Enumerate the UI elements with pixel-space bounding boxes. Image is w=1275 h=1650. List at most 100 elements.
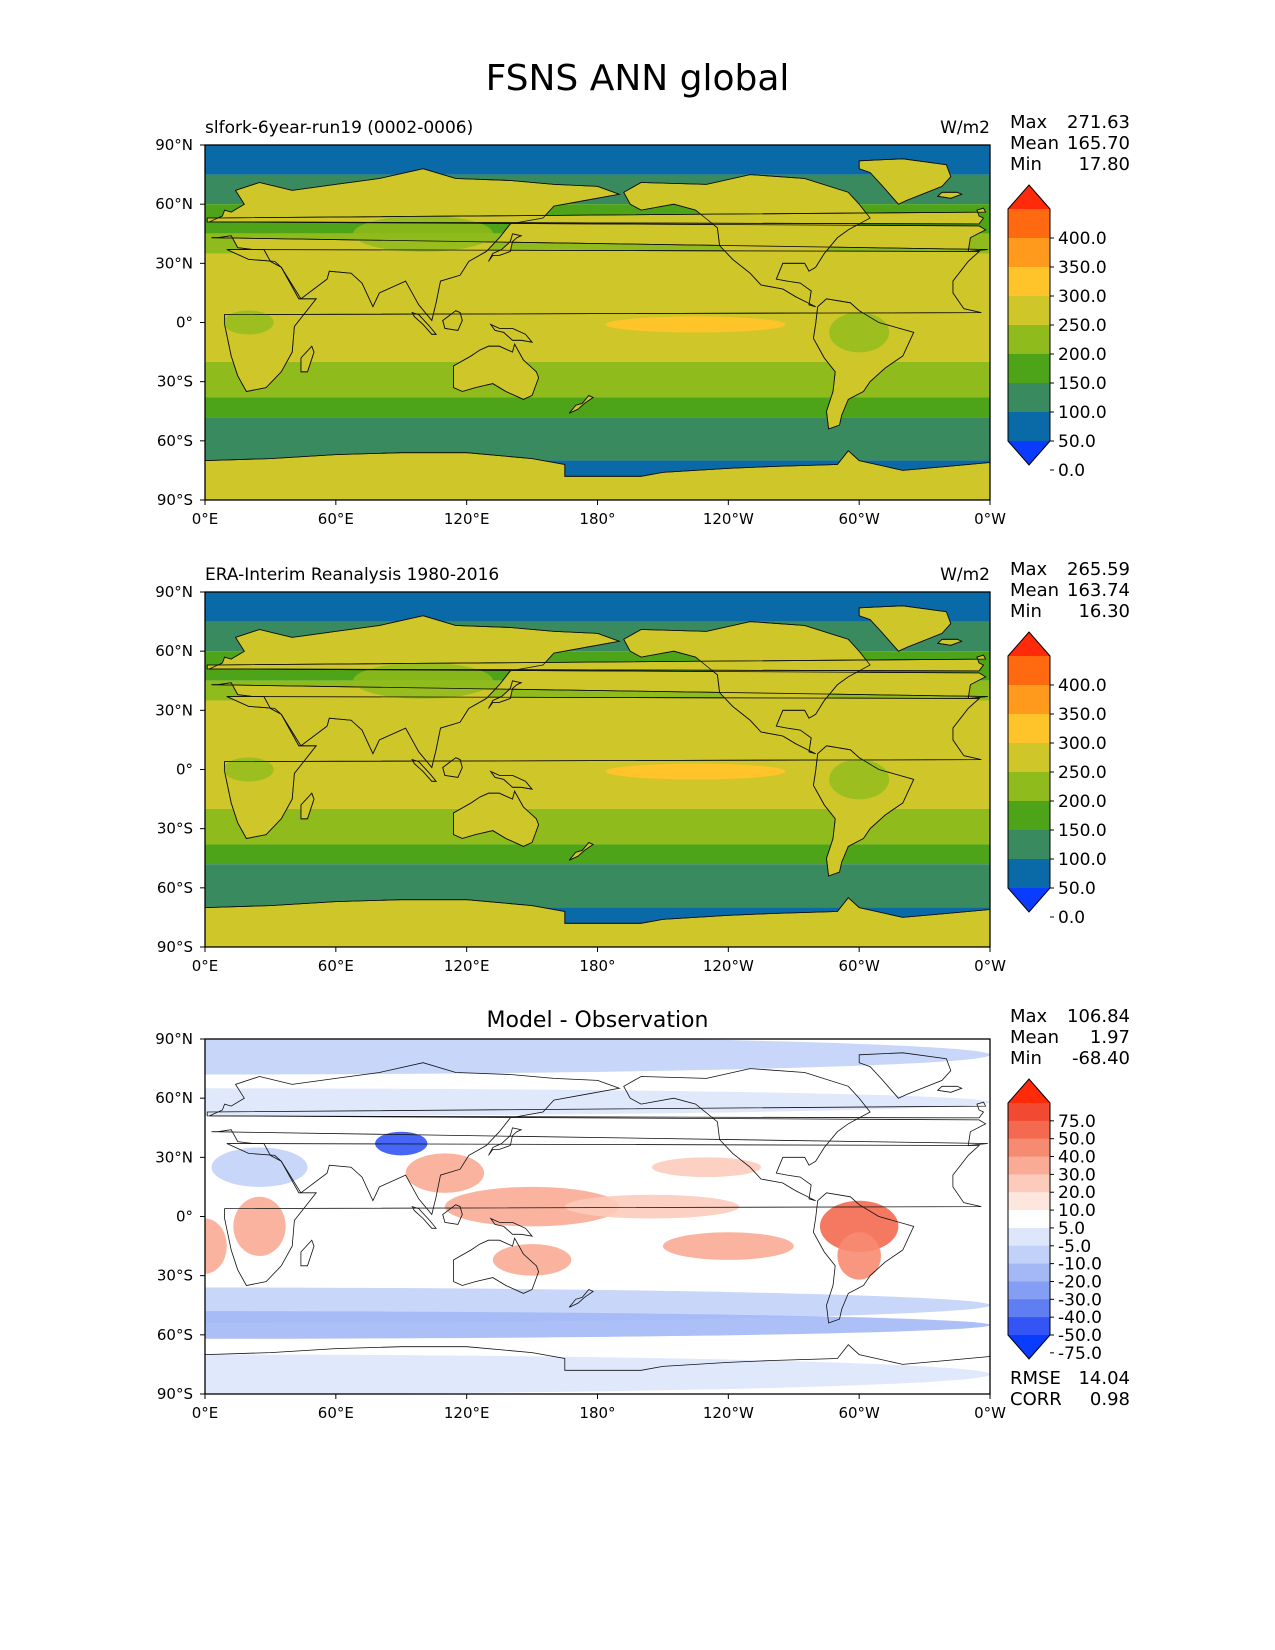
coastline-eurasia [209,1062,988,1216]
coastline-sumatra [411,758,437,782]
colorbar-label: 50.0 [1058,1130,1096,1150]
land-south-america [28,746,128,876]
anomaly-region [662,1232,794,1260]
colorbar-segment [1008,238,1050,268]
panel-title: Model - Observation [487,1008,709,1033]
metric-value: 0.98 [1090,1389,1130,1410]
coastline-north-america [623,174,871,308]
coastline-uk [206,1101,987,1119]
coastline-africa [224,1143,982,1286]
stat-value: 17.80 [1078,154,1130,175]
anomaly-region [405,1153,485,1193]
coastline-greenland [74,1053,166,1098]
zone-band [205,417,990,461]
anomaly-region [205,1088,990,1116]
anomaly-region [205,1218,227,1274]
coastline-eurasia [0,616,203,768]
x-tick-label: 0°W [974,957,1006,975]
y-tick-label: 30°N [155,701,193,719]
stat-value: -68.40 [1072,1048,1130,1069]
zone-band [205,592,990,622]
coastline-iceland [936,1085,963,1093]
land-north-america [0,175,85,307]
colorbar-segment [1008,1174,1050,1193]
coastline-madagascar [300,345,315,373]
colorbar-segment [1008,1263,1050,1283]
stat-label: Min [1010,1048,1042,1069]
stat-label: Min [1010,601,1042,622]
land-greenland [74,159,166,204]
coastline-iceland [936,638,963,646]
y-tick-label: 30°S [157,820,193,838]
stat-value: 106.84 [1067,1006,1130,1027]
colorbar-label: 50.0 [1058,432,1096,452]
colorbar-label: -5.0 [1058,1237,1091,1257]
land-north-america [0,622,85,754]
anomaly-region [205,1354,990,1394]
y-tick-label: 60°N [155,642,193,660]
colorbar-label: -20.0 [1058,1272,1102,1292]
coastline-north-america [623,621,871,755]
zone-band [205,844,990,865]
anomaly-region [211,1147,308,1187]
x-tick-label: 120°W [703,1404,754,1422]
stat-label: Max [1010,112,1048,133]
coastline-uk [206,207,987,225]
coastline-eurasia [209,168,988,322]
colorbar-label: 20.0 [1058,1183,1096,1203]
colorbar-label: 0.0 [1058,461,1085,481]
colorbar-label: 150.0 [1058,374,1107,394]
stat-label: Min [1010,154,1042,175]
x-tick-label: 120°W [703,510,754,528]
coastline-greenland [858,158,952,205]
x-tick-label: 60°W [838,510,880,528]
stat-label: Max [1010,1006,1048,1027]
coastline-north-america [0,622,85,754]
x-tick-label: 120°E [444,510,490,528]
colorbar-label: -75.0 [1058,1344,1102,1364]
y-tick-label: 90°N [155,136,193,154]
colorbar-segment [1008,296,1050,326]
stat-value: 1.97 [1090,1027,1130,1048]
colorbar-segment [1008,743,1050,773]
coastline-borneo [442,310,463,331]
land-region [223,757,274,782]
colorbar-label: 30.0 [1058,1165,1096,1185]
panel-model: 0°E 60°E 120°E 180° 120°W 60°W 0°W 90°N 60°N 30°N… [0,112,1130,528]
coastline-north-america [0,175,85,307]
colorbar-segment [1008,1138,1050,1158]
high-flux-region [605,763,786,780]
x-tick-label: 0°E [192,957,219,975]
coastline-australia [453,343,540,400]
stat-value: 16.30 [1078,601,1130,622]
y-tick-label: 90°N [155,1030,193,1048]
x-tick-label: 0°E [192,510,219,528]
colorbar-label: 200.0 [1058,792,1107,812]
x-tick-label: 60°E [318,957,354,975]
colorbar-label: 50.0 [1058,879,1096,899]
coastline-antarctica [205,1344,990,1394]
colorbar-segment [1008,685,1050,715]
y-tick-label: 60°N [155,195,193,213]
colorbar-label: 400.0 [1058,229,1107,249]
colorbar-label: -50.0 [1058,1326,1102,1346]
land-greenland [74,606,166,651]
coastline-north-america [623,1068,871,1202]
coastline-south-america [28,746,128,876]
colorbar-label: 100.0 [1058,850,1107,870]
stat-label: Mean [1010,580,1059,601]
x-tick-label: 60°W [838,957,880,975]
colorbar-segment [1008,656,1050,686]
stat-label: Mean [1010,1027,1059,1048]
colorbar-label: 300.0 [1058,734,1107,754]
colorbar-segment [1008,1192,1050,1211]
colorbar-label: 10.0 [1058,1201,1096,1221]
colorbar-segment [1008,354,1050,384]
coastline-new-guinea [489,323,534,343]
x-tick-label: 60°E [318,1404,354,1422]
y-tick-label: 90°S [157,938,193,956]
anomaly-region [819,1200,899,1252]
colorbar-segment [1008,1210,1050,1229]
